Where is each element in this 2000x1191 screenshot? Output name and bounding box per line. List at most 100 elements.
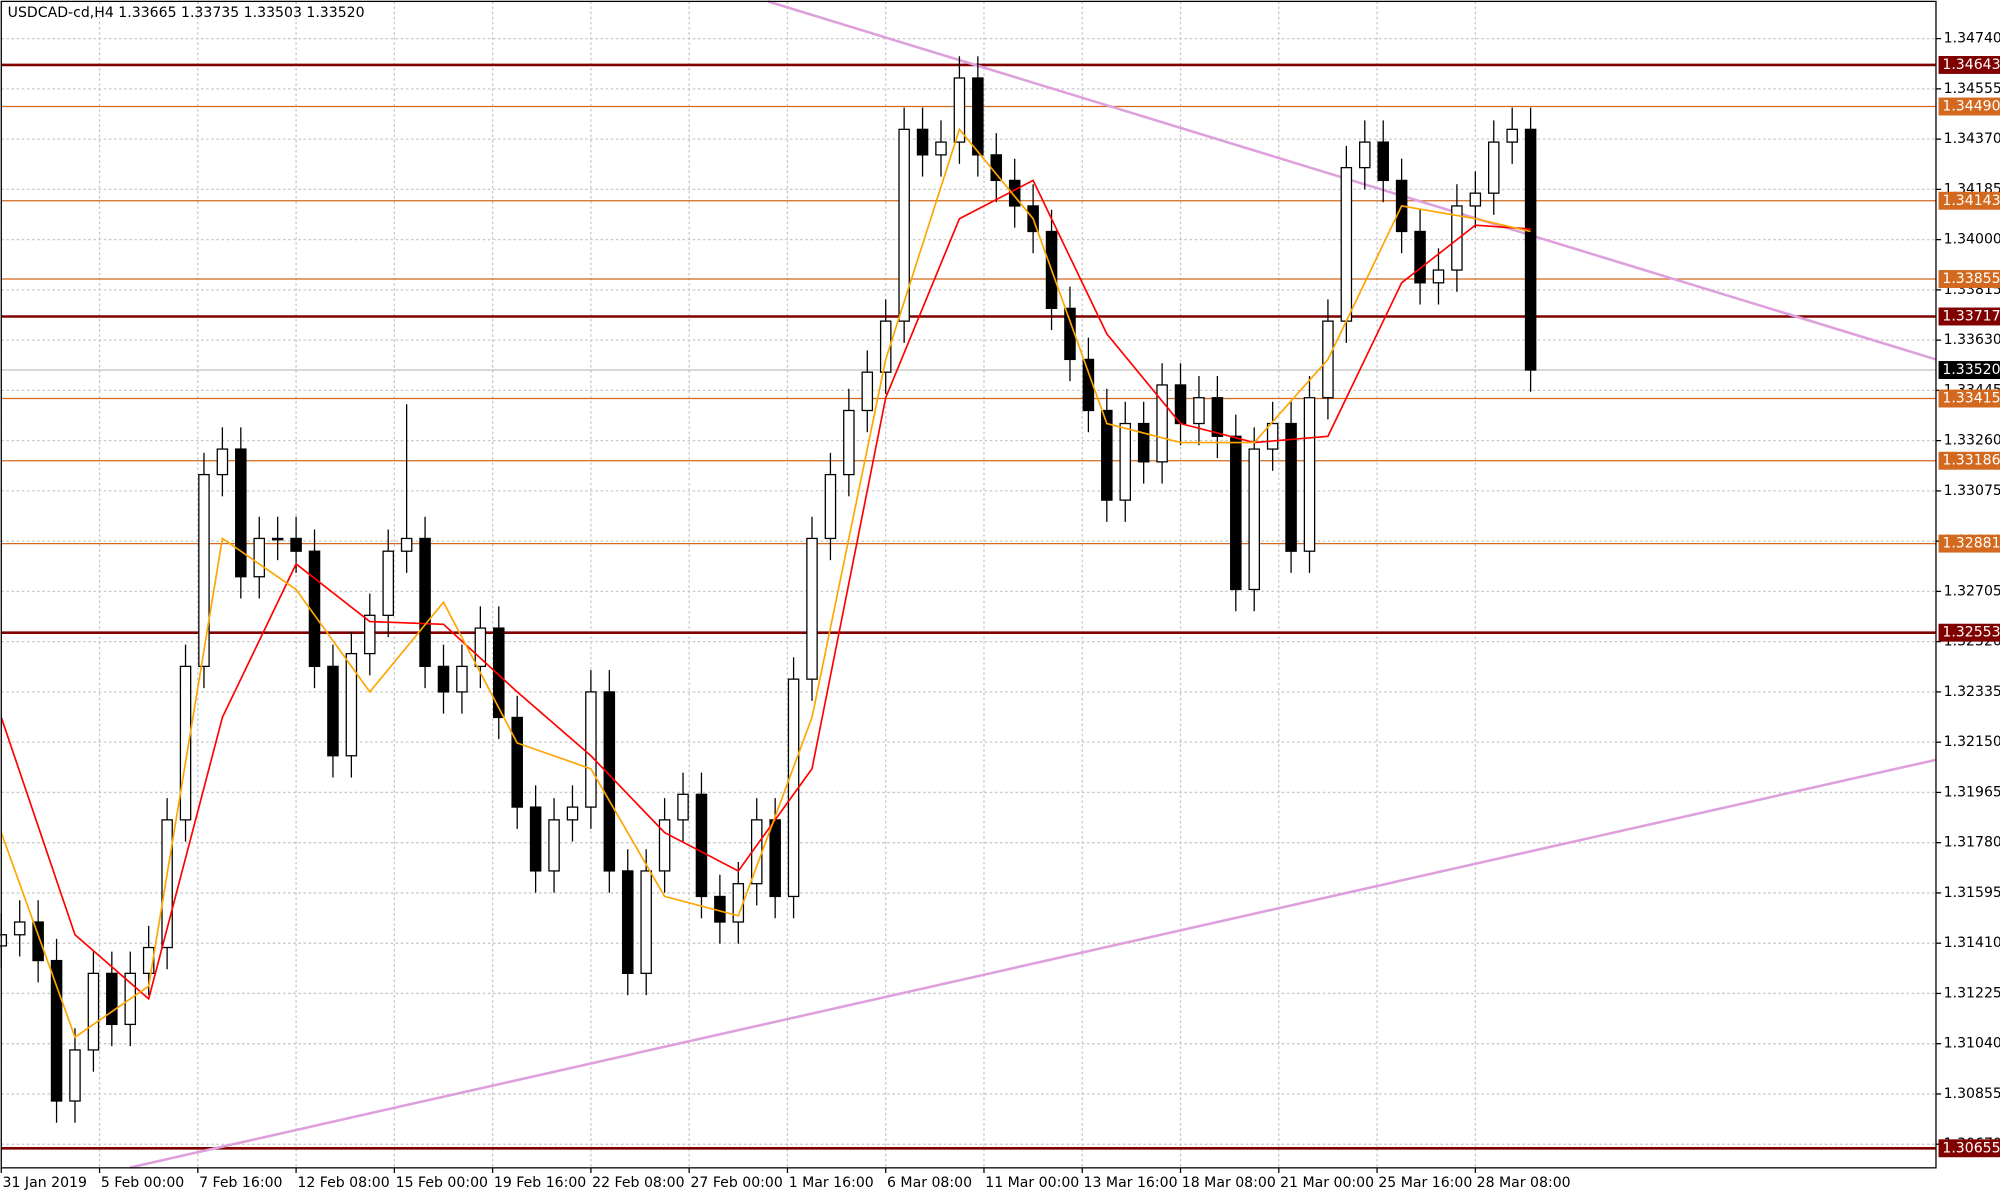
plot (0, 0, 1937, 1169)
x-tick-label: 28 Mar 08:00 (1477, 1175, 1571, 1191)
x-tick-label: 25 Mar 16:00 (1378, 1175, 1472, 1191)
candle-body (769, 819, 781, 898)
candle-body (1451, 205, 1463, 271)
price-label-box (1938, 361, 2000, 379)
y-tick-label: 1.34370 (1944, 131, 2000, 147)
candle-body (1506, 128, 1518, 143)
y-tick-label: 1.32335 (1944, 684, 2000, 700)
candle-body (493, 627, 505, 719)
price-label: 1.33520 (1942, 362, 2000, 378)
price-label-box (1938, 1139, 2000, 1158)
candle-body (787, 678, 800, 898)
price-label-box (1938, 623, 2000, 642)
candle-body (935, 141, 947, 156)
x-tick-label: 11 Mar 00:00 (985, 1175, 1079, 1191)
candle-body (198, 473, 210, 668)
candle-body (1248, 448, 1260, 591)
price-label: 1.32881 (1942, 536, 2000, 552)
candle-body (1488, 141, 1500, 194)
candle-body (585, 691, 597, 808)
candle-body (695, 793, 708, 898)
candle-body (271, 537, 284, 541)
x-tick-label: 19 Feb 16:00 (494, 1175, 586, 1191)
candle-body (1285, 422, 1297, 552)
x-tick-label: 6 Mar 08:00 (887, 1175, 972, 1191)
candle-body (1230, 435, 1242, 591)
candle-body (1469, 192, 1482, 207)
y-tick-label: 1.33075 (1944, 483, 2000, 499)
price-label: 1.33717 (1942, 309, 2000, 325)
candle-body (990, 154, 1003, 182)
y-tick-label: 1.31040 (1944, 1036, 2000, 1052)
candle-body (658, 819, 671, 872)
x-tick-label: 31 Jan 2019 (3, 1175, 87, 1191)
candle-body (1266, 422, 1279, 450)
y-tick-label: 1.31965 (1944, 784, 2000, 800)
x-tick-label: 21 Mar 00:00 (1280, 1175, 1374, 1191)
price-label-box (1938, 307, 2000, 326)
y-tick-label: 1.31410 (1944, 935, 2000, 951)
candle-body (1174, 384, 1187, 425)
candle-body (843, 409, 855, 476)
candle-body (898, 128, 910, 322)
price-label-box (1938, 451, 2000, 470)
candle-body (345, 652, 358, 757)
candle-body (253, 537, 266, 578)
candle-body (400, 537, 413, 552)
candle-body (179, 665, 192, 821)
y-tick-label: 1.33260 (1944, 433, 2000, 449)
candle-body (1432, 269, 1445, 284)
price-label: 1.34490 (1942, 99, 2000, 115)
candle-body (603, 691, 616, 872)
candle-body (1156, 384, 1168, 463)
candle-body (87, 972, 100, 1051)
price-label: 1.30655 (1942, 1140, 2000, 1156)
y-tick-label: 1.33630 (1944, 332, 2000, 348)
y-tick-label: 1.34740 (1944, 31, 2000, 47)
candle-body (1193, 397, 1205, 425)
price-label-box (1938, 191, 2000, 210)
candle-body (382, 550, 394, 616)
moving-average (0, 179, 1531, 1001)
y-tick-label: 1.34555 (1944, 81, 2000, 97)
price-label: 1.33415 (1942, 391, 2000, 407)
price-label: 1.34643 (1942, 57, 2000, 73)
x-tick-label: 27 Feb 00:00 (690, 1175, 782, 1191)
candle-body (806, 537, 818, 680)
candle-body (824, 473, 837, 540)
price-label-box (1938, 270, 2000, 288)
candle-body (456, 665, 468, 693)
x-tick-label: 18 Mar 08:00 (1182, 1175, 1276, 1191)
candle-body (916, 128, 929, 156)
candle-body (364, 614, 376, 655)
candle-body (566, 806, 579, 821)
candle-body (1414, 230, 1426, 284)
candle-body (1359, 141, 1371, 169)
price-label: 1.32553 (1942, 625, 2000, 641)
price-label: 1.33855 (1942, 271, 2000, 287)
candle-body (106, 972, 118, 1026)
candle-body (290, 537, 302, 552)
price-label-box (1938, 97, 2000, 116)
candle-body (69, 1049, 81, 1102)
axes: 1.347401.345551.343701.341851.340001.338… (0, 31, 2000, 1191)
candle-body (1119, 422, 1132, 501)
candle-body (621, 870, 634, 974)
x-tick-label: 5 Feb 00:00 (101, 1175, 184, 1191)
price-label-box (1938, 534, 2000, 553)
x-tick-label: 22 Feb 08:00 (592, 1175, 684, 1191)
y-tick-label: 1.31225 (1944, 985, 2000, 1001)
candle-body (327, 665, 339, 757)
candle-body (216, 448, 229, 476)
x-tick-label: 7 Feb 16:00 (199, 1175, 282, 1191)
candle-body (972, 77, 984, 156)
candle-body (1101, 409, 1113, 501)
plot-border (0, 0, 1937, 1169)
candle-body (1340, 166, 1353, 322)
candle-body (529, 806, 542, 872)
candle-body (548, 819, 560, 872)
y-tick-label: 1.32150 (1944, 734, 2000, 750)
y-tick-label: 1.34000 (1944, 232, 2000, 248)
